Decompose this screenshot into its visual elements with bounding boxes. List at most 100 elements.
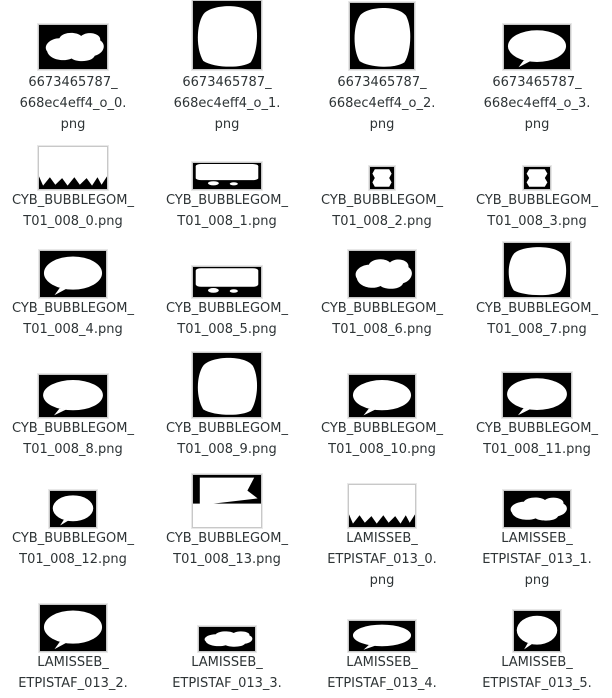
file-name-label: CYB_BUBBLEGOM_ T01_008_7.png xyxy=(462,298,612,340)
speech-bubble-thumbnail-icon xyxy=(37,23,109,71)
speech-bubble-thumbnail-icon xyxy=(191,473,263,529)
file-name-line: 6673465787_ xyxy=(182,75,272,90)
speech-bubble-thumbnail-icon xyxy=(501,371,573,419)
file-name-line: T01_008_0.png xyxy=(23,214,123,229)
file-name-line: ETPISTAF_013_3. xyxy=(172,676,282,691)
file-name-line: CYB_BUBBLEGOM_ xyxy=(321,421,443,436)
file-name-line: CYB_BUBBLEGOM_ xyxy=(12,421,134,436)
file-name-line: ETPISTAF_013_0. xyxy=(327,552,437,567)
file-name-label: LAMISSEB_ ETPISTAF_013_0.png xyxy=(307,528,457,591)
speech-bubble-thumbnail-icon xyxy=(37,145,109,191)
speech-bubble-thumbnail-icon xyxy=(197,625,257,653)
file-name-line: CYB_BUBBLEGOM_ xyxy=(166,193,288,208)
file-name-label: CYB_BUBBLEGOM_ T01_008_4.png xyxy=(0,298,148,340)
file-name-line: png xyxy=(524,117,550,132)
file-name-line: T01_008_13.png xyxy=(173,552,281,567)
speech-bubble-thumbnail-icon xyxy=(48,489,98,529)
speech-bubble-thumbnail-icon xyxy=(191,351,263,419)
speech-bubble-thumbnail-icon xyxy=(191,161,263,191)
file-name-label: LAMISSEB_ ETPISTAF_013_2. xyxy=(0,652,148,694)
file-name-label: CYB_BUBBLEGOM_ T01_008_10.png xyxy=(307,418,457,460)
file-name-line: T01_008_3.png xyxy=(487,214,587,229)
speech-bubble-thumbnail-icon xyxy=(348,1,416,71)
file-name-line: T01_008_10.png xyxy=(328,442,436,457)
file-name-line: CYB_BUBBLEGOM_ xyxy=(476,301,598,316)
file-name-line: CYB_BUBBLEGOM_ xyxy=(166,531,288,546)
file-name-line: T01_008_7.png xyxy=(487,322,587,337)
file-name-line: png xyxy=(60,117,86,132)
speech-bubble-thumbnail-icon xyxy=(522,165,552,191)
file-name-line: png xyxy=(369,573,395,588)
file-name-line: CYB_BUBBLEGOM_ xyxy=(166,301,288,316)
speech-bubble-thumbnail-icon xyxy=(38,249,108,299)
file-name-line: 668ec4eff4_o_2. xyxy=(328,96,436,111)
speech-bubble-thumbnail-icon xyxy=(37,373,109,419)
file-name-label: CYB_BUBBLEGOM_ T01_008_3.png xyxy=(462,190,612,232)
file-name-line: T01_008_2.png xyxy=(332,214,432,229)
file-name-line: CYB_BUBBLEGOM_ xyxy=(476,421,598,436)
speech-bubble-thumbnail-icon xyxy=(502,23,572,71)
speech-bubble-thumbnail-icon xyxy=(368,165,396,191)
speech-bubble-thumbnail-icon xyxy=(191,265,263,299)
file-name-line: png xyxy=(369,117,395,132)
file-name-line: T01_008_8.png xyxy=(23,442,123,457)
file-name-line: 668ec4eff4_o_3. xyxy=(483,96,591,111)
file-name-line: ETPISTAF_013_5. xyxy=(482,676,592,691)
file-name-label: CYB_BUBBLEGOM_ T01_008_5.png xyxy=(152,298,302,340)
file-name-line: T01_008_1.png xyxy=(177,214,277,229)
file-name-line: LAMISSEB_ xyxy=(501,531,573,546)
file-name-line: LAMISSEB_ xyxy=(37,655,109,670)
file-name-line: 668ec4eff4_o_0. xyxy=(19,96,127,111)
file-name-line: CYB_BUBBLEGOM_ xyxy=(321,193,443,208)
speech-bubble-thumbnail-icon xyxy=(347,483,417,529)
file-name-line: png xyxy=(524,573,550,588)
file-name-line: LAMISSEB_ xyxy=(501,655,573,670)
file-name-line: T01_008_4.png xyxy=(23,322,123,337)
speech-bubble-thumbnail-icon xyxy=(347,619,417,653)
file-name-line: CYB_BUBBLEGOM_ xyxy=(12,193,134,208)
file-name-label: 6673465787_ 668ec4eff4_o_2.png xyxy=(307,72,457,135)
file-name-label: CYB_BUBBLEGOM_ T01_008_1.png xyxy=(152,190,302,232)
file-name-line: CYB_BUBBLEGOM_ xyxy=(12,301,134,316)
speech-bubble-thumbnail-icon xyxy=(512,609,562,653)
file-name-line: CYB_BUBBLEGOM_ xyxy=(321,301,443,316)
file-name-label: CYB_BUBBLEGOM_ T01_008_0.png xyxy=(0,190,148,232)
file-name-label: CYB_BUBBLEGOM_ T01_008_13.png xyxy=(152,528,302,570)
speech-bubble-thumbnail-icon xyxy=(347,249,417,299)
file-name-label: 6673465787_ 668ec4eff4_o_3.png xyxy=(462,72,612,135)
file-name-label: LAMISSEB_ ETPISTAF_013_5. xyxy=(462,652,612,694)
speech-bubble-thumbnail-icon xyxy=(502,241,572,299)
file-name-line: T01_008_11.png xyxy=(483,442,591,457)
file-name-line: LAMISSEB_ xyxy=(346,531,418,546)
file-name-label: 6673465787_ 668ec4eff4_o_0.png xyxy=(0,72,148,135)
file-name-line: 6673465787_ xyxy=(492,75,582,90)
file-name-label: LAMISSEB_ ETPISTAF_013_3. xyxy=(152,652,302,694)
file-name-line: 668ec4eff4_o_1. xyxy=(173,96,281,111)
file-name-label: CYB_BUBBLEGOM_ T01_008_2.png xyxy=(307,190,457,232)
file-name-label: CYB_BUBBLEGOM_ T01_008_6.png xyxy=(307,298,457,340)
speech-bubble-thumbnail-icon xyxy=(347,373,417,419)
file-name-line: ETPISTAF_013_1. xyxy=(482,552,592,567)
file-name-line: LAMISSEB_ xyxy=(346,655,418,670)
speech-bubble-thumbnail-icon xyxy=(38,603,108,653)
file-name-line: T01_008_9.png xyxy=(177,442,277,457)
speech-bubble-thumbnail-icon xyxy=(191,0,263,71)
file-name-label: CYB_BUBBLEGOM_ T01_008_8.png xyxy=(0,418,148,460)
file-name-line: 6673465787_ xyxy=(28,75,118,90)
file-name-line: ETPISTAF_013_2. xyxy=(18,676,128,691)
file-name-line: png xyxy=(214,117,240,132)
file-name-line: T01_008_5.png xyxy=(177,322,277,337)
file-name-label: LAMISSEB_ ETPISTAF_013_4. xyxy=(307,652,457,694)
file-name-line: LAMISSEB_ xyxy=(191,655,263,670)
file-name-label: CYB_BUBBLEGOM_ T01_008_11.png xyxy=(462,418,612,460)
file-name-label: CYB_BUBBLEGOM_ T01_008_9.png xyxy=(152,418,302,460)
file-name-label: CYB_BUBBLEGOM_ T01_008_12.png xyxy=(0,528,148,570)
file-name-label: LAMISSEB_ ETPISTAF_013_1.png xyxy=(462,528,612,591)
file-name-line: 6673465787_ xyxy=(337,75,427,90)
file-name-line: T01_008_12.png xyxy=(19,552,127,567)
file-name-line: CYB_BUBBLEGOM_ xyxy=(12,531,134,546)
file-name-label: 6673465787_ 668ec4eff4_o_1.png xyxy=(152,72,302,135)
file-name-line: CYB_BUBBLEGOM_ xyxy=(166,421,288,436)
file-name-line: ETPISTAF_013_4. xyxy=(327,676,437,691)
